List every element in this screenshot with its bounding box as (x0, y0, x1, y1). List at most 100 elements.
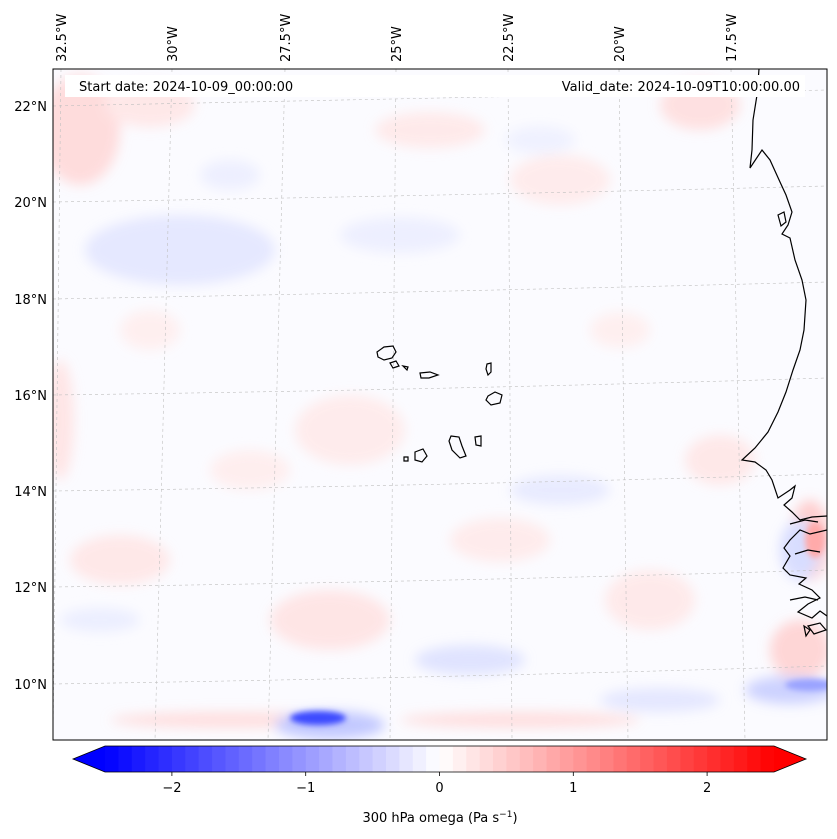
colorbar-segment (559, 746, 574, 772)
west-africa-coastline (740, 69, 827, 521)
colorbar-segment (693, 746, 708, 772)
colorbar-label-close: ) (512, 811, 517, 826)
colorbar-ticks: −2 −1 0 1 2 (162, 772, 711, 796)
geba-river (789, 596, 819, 601)
bijagos-islands (803, 624, 811, 638)
lat-gridline (53, 185, 827, 203)
longitude-labels: 32.5°W 30°W 27.5°W 25°W 22.5°W 20°W 17.5… (55, 14, 740, 62)
colorbar-segment (666, 746, 681, 772)
omega-patch (505, 126, 575, 154)
colorbar-label-superscript: −1 (499, 810, 512, 820)
colorbar-segment (680, 746, 695, 772)
omega-core (290, 711, 346, 725)
colorbar-segment (185, 746, 200, 772)
colorbar-segment (640, 746, 655, 772)
lat-gridline (53, 377, 827, 396)
lon-gridline (53, 69, 62, 740)
colorbar-segment (158, 746, 173, 772)
colorbar-extend-high (774, 746, 806, 772)
colorbar-segment (760, 746, 775, 772)
map-frame (52, 68, 828, 741)
island-brava (403, 456, 409, 462)
colorbar-segment (171, 746, 186, 772)
island-maio (474, 435, 482, 447)
lat-label: 10°N (14, 678, 47, 693)
lat-label: 18°N (14, 293, 47, 308)
colorbar-tick-label: 0 (435, 781, 443, 796)
omega-patch (510, 475, 610, 505)
omega-patch (685, 435, 755, 485)
colorbar-segment (586, 746, 601, 772)
casamance-river (794, 549, 821, 555)
colorbar-segment (319, 746, 334, 772)
omega-patch (295, 395, 405, 465)
lon-label: 27.5°W (279, 14, 294, 62)
omega-patch (210, 450, 290, 490)
omega-patch (450, 518, 550, 562)
lon-label: 20°W (613, 26, 628, 62)
colorbar-segment (372, 746, 387, 772)
colorbar-segment (600, 746, 615, 772)
colorbar-segment (747, 746, 762, 772)
lon-gridline (389, 69, 397, 740)
omega-patch (60, 608, 140, 632)
colorbar-segment (238, 746, 253, 772)
lon-label: 25°W (390, 26, 405, 62)
lon-label: 30°W (166, 26, 181, 62)
colorbar-segment (412, 746, 427, 772)
lat-gridline (53, 473, 827, 492)
colorbar-segment (345, 746, 360, 772)
omega-patch (85, 215, 275, 285)
colorbar-segment (720, 746, 735, 772)
colorbar-segment (493, 746, 507, 772)
lon-label: 32.5°W (55, 14, 70, 62)
map-panel: Start date: 2024-10-09_00:00:00 Valid_da… (52, 68, 828, 741)
bijagos-islands (806, 622, 827, 635)
lon-gridline (507, 69, 513, 740)
omega-patch (590, 312, 650, 348)
omega-patch (605, 570, 695, 630)
colorbar-segment (332, 746, 347, 772)
colorbar-tick-label: 1 (569, 781, 577, 796)
omega-core (805, 522, 825, 558)
omega-patch (70, 535, 170, 585)
island-santo-antao (376, 345, 397, 361)
lon-label: 22.5°W (502, 14, 517, 62)
colorbar-segment (385, 746, 400, 772)
omega-patch (415, 645, 525, 675)
valid-date-label: Valid_date: 2024-10-09T10:00:00.00 (562, 80, 800, 95)
colorbar-segment (225, 746, 240, 772)
colorbar: −2 −1 0 1 2 300 hPa omega (Pa s−1) (71, 745, 808, 826)
colorbar-segment (653, 746, 668, 772)
omega-patch (120, 310, 180, 350)
colorbar-segment (359, 746, 374, 772)
lon-gridline (730, 69, 746, 740)
omega-field (53, 75, 827, 739)
colorbar-segment (707, 746, 722, 772)
colorbar-segment (278, 746, 293, 772)
colorbar-segment (452, 746, 467, 772)
omega-patch (770, 620, 827, 680)
colorbar-segment (426, 746, 441, 772)
lat-label: 14°N (14, 485, 47, 500)
lon-gridline (154, 69, 173, 740)
colorbar-segment (198, 746, 213, 772)
colorbar-segment (533, 746, 548, 772)
colorbar-tick-label: 2 (703, 781, 711, 796)
gambia-river (789, 519, 819, 525)
island-fogo (414, 448, 428, 463)
colorbar-segment (305, 746, 320, 772)
lat-gridline (53, 569, 827, 588)
colorbar-extend-low (73, 746, 105, 772)
lon-gridline (267, 69, 286, 740)
colorbar-segment (212, 746, 227, 772)
omega-patch (400, 712, 640, 728)
colorbar-segment (506, 746, 521, 772)
colorbar-segment (252, 746, 267, 772)
lat-label: 12°N (14, 581, 47, 596)
island-sao-vicente (389, 360, 400, 369)
colorbar-segment (292, 746, 307, 772)
colorbar-segment (613, 746, 628, 772)
colorbar-segment (131, 746, 146, 772)
